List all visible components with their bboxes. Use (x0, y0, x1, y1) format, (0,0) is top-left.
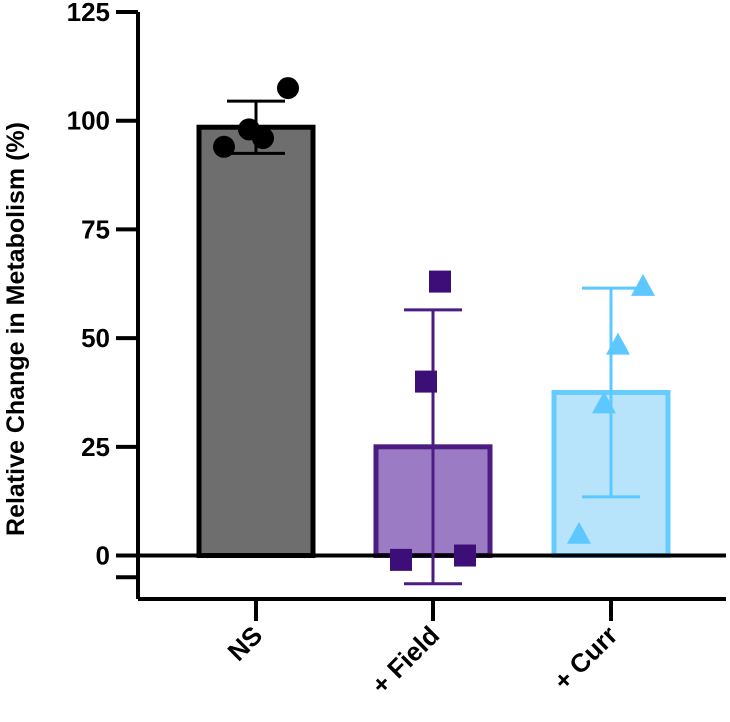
data-point-3-2 (592, 391, 616, 414)
y-tick-label-75: 75 (81, 214, 110, 244)
bar-ns (196, 124, 316, 559)
x-tick-label-curr: + Curr (547, 620, 623, 696)
data-point-1-4 (277, 77, 299, 100)
data-point-1-3 (252, 127, 274, 150)
y-tick-label-100: 100 (67, 106, 110, 136)
y-tick-label-125: 125 (67, 0, 110, 27)
data-point-2-1 (390, 548, 412, 571)
y-tick-label-25: 25 (81, 432, 110, 462)
y-tick-label-50: 50 (81, 323, 110, 353)
data-point-2-4 (454, 544, 476, 567)
data-point-2-3 (429, 270, 451, 293)
data-point-3-4 (631, 273, 655, 296)
y-axis-title: Relative Change in Metabolism (%) (2, 122, 30, 536)
x-tick-label-field: + Field (365, 620, 445, 700)
x-tick-label-ns: NS (221, 620, 268, 667)
data-point-3-3 (606, 332, 630, 355)
chart-marks (138, 77, 726, 586)
y-tick-label-0: 0 (96, 541, 110, 571)
data-point-2-2 (415, 370, 437, 393)
data-point-3-1 (567, 521, 591, 544)
data-point-1-1 (213, 135, 235, 158)
